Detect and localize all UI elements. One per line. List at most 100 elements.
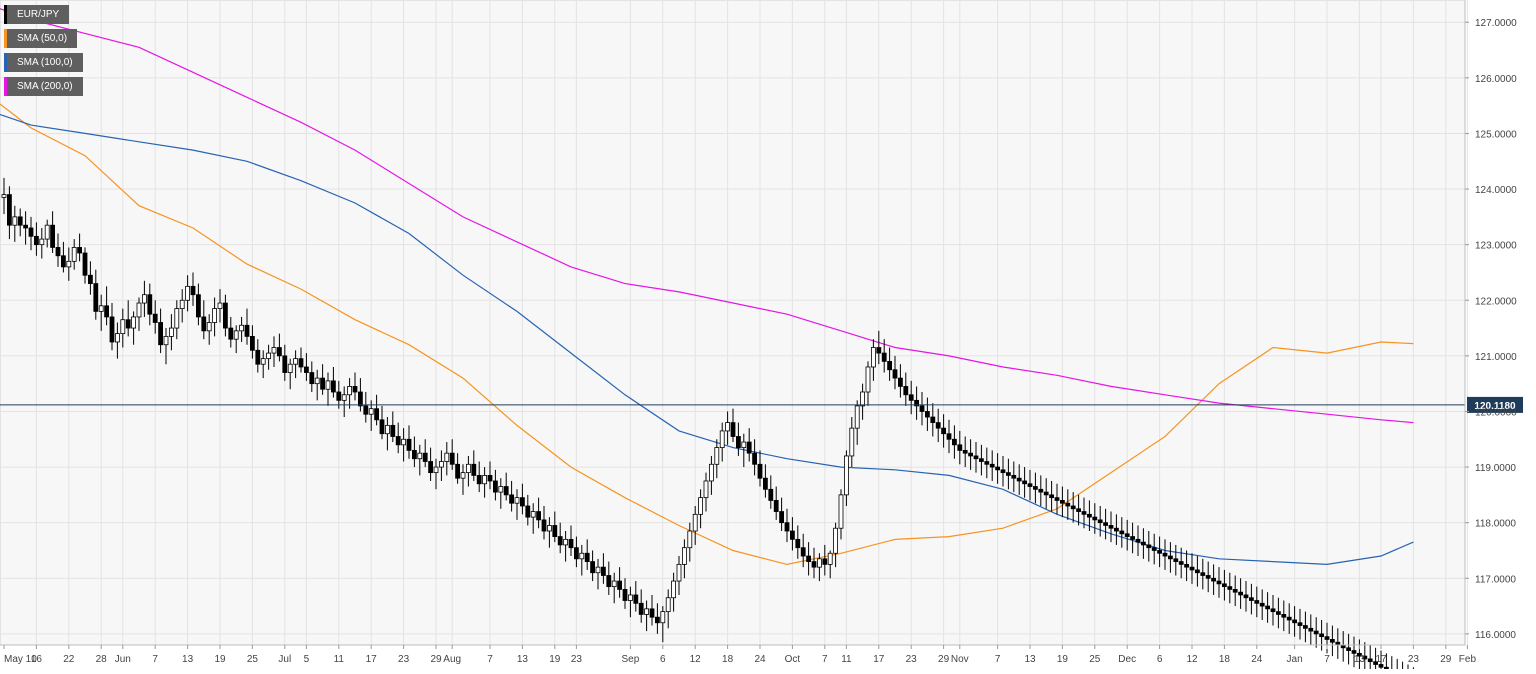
- candle: [1146, 531, 1152, 562]
- candle-body-down: [1033, 486, 1038, 490]
- candle-body-down: [104, 305, 109, 318]
- candle-body-up: [482, 475, 488, 485]
- candle: [714, 439, 720, 479]
- candle-body-down: [1357, 652, 1362, 657]
- candle-body-down: [1081, 511, 1087, 515]
- candle-body-up: [460, 472, 466, 479]
- candle-body-up: [98, 305, 104, 312]
- candle: [768, 475, 774, 509]
- candle: [709, 455, 714, 495]
- candle: [682, 539, 687, 579]
- candle: [800, 533, 806, 568]
- candle-body-down: [1216, 580, 1222, 585]
- candle: [444, 442, 450, 476]
- candle-body-down: [962, 449, 968, 454]
- candle: [649, 594, 655, 626]
- candle: [1351, 636, 1357, 668]
- x-tick-label: Oct: [785, 654, 801, 665]
- candle: [249, 325, 255, 359]
- x-tick-label: 24: [1251, 654, 1263, 665]
- x-tick-label: 28: [96, 654, 108, 665]
- x-tick-label: 6: [1157, 654, 1163, 665]
- candle-body-down: [1060, 500, 1065, 504]
- candle-body-down: [1227, 586, 1233, 590]
- candle: [50, 211, 55, 253]
- candle: [271, 336, 277, 367]
- candle: [908, 380, 914, 415]
- candle: [1151, 533, 1157, 565]
- candle-body-down: [336, 391, 342, 401]
- candle: [77, 233, 82, 262]
- candle-body-down: [77, 247, 82, 254]
- candle-body-up: [287, 363, 293, 373]
- candle: [1362, 642, 1368, 673]
- candle-body-down: [1211, 577, 1216, 582]
- candle-body-up: [115, 333, 120, 343]
- candle: [282, 344, 288, 381]
- candle-body-up: [719, 430, 725, 449]
- candle: [384, 417, 390, 451]
- candle-body-down: [779, 511, 784, 524]
- candle-body-up: [39, 238, 45, 246]
- candle-body-down: [649, 608, 655, 618]
- candle: [357, 378, 363, 412]
- candle-body-down: [1087, 513, 1092, 518]
- candle-body-down: [795, 538, 801, 549]
- candle-body-down: [244, 324, 250, 337]
- candle-body-up: [465, 463, 471, 474]
- candle-body-up: [628, 594, 633, 601]
- x-tick-label: 18: [722, 654, 734, 665]
- candle: [1200, 558, 1206, 590]
- candle-body-down: [1097, 519, 1103, 524]
- candle: [887, 347, 892, 381]
- candle: [979, 444, 984, 476]
- y-axis: 116.0000 117.0000 118.0000 119.0000 120.0000…: [1464, 0, 1517, 645]
- candle: [239, 316, 245, 342]
- candle-body-down: [1367, 658, 1373, 663]
- candle: [914, 386, 919, 420]
- candle: [1108, 511, 1114, 543]
- x-tick-label: Aug: [443, 654, 461, 665]
- candle-body-down: [1135, 538, 1141, 543]
- candle: [568, 525, 574, 557]
- candle-body-down: [1362, 655, 1368, 660]
- candle-body-down: [790, 530, 795, 540]
- candle: [795, 525, 801, 559]
- candle: [1346, 633, 1351, 665]
- candle-body-down: [541, 519, 547, 532]
- candle: [455, 453, 461, 484]
- candle: [71, 239, 77, 270]
- candle: [1259, 589, 1265, 620]
- candle: [411, 436, 417, 468]
- candle-body-up: [644, 608, 649, 615]
- candle: [973, 442, 979, 473]
- candle-body-down: [968, 452, 973, 457]
- candle-body-down: [222, 302, 228, 329]
- candle: [590, 550, 595, 582]
- candle-body-down: [763, 477, 768, 490]
- candle: [1297, 608, 1303, 640]
- candle-body-down: [50, 224, 55, 248]
- candle: [401, 428, 407, 462]
- candle: [876, 330, 882, 365]
- candle: [141, 280, 147, 317]
- candle: [611, 572, 617, 604]
- x-tick-label: 7: [995, 654, 1001, 665]
- candle: [460, 464, 466, 495]
- candle-body-down: [655, 616, 660, 624]
- candle-body-up: [827, 552, 833, 565]
- candle-body-up: [1, 194, 7, 198]
- last-price-line: 120.1180: [0, 396, 1523, 413]
- candle: [552, 511, 558, 543]
- x-tick-label: 29: [430, 654, 442, 665]
- sma-200-line: [0, 8, 1414, 424]
- candle-body-up: [530, 511, 536, 518]
- candle: [525, 494, 531, 526]
- candle: [790, 517, 795, 551]
- candle-body-up: [860, 391, 865, 407]
- candle-body-down: [195, 294, 201, 318]
- candle: [222, 294, 228, 337]
